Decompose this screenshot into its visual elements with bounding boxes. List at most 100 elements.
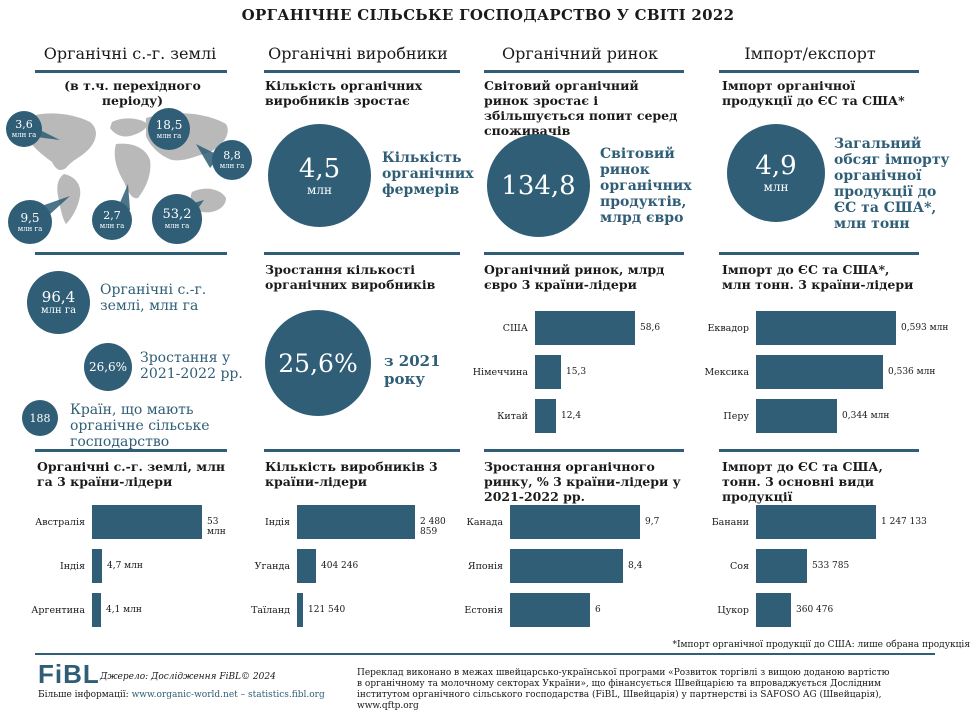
bar-category-label: Естонія bbox=[464, 605, 503, 616]
divider bbox=[719, 252, 919, 255]
producers-growth-circle: 25,6% bbox=[265, 310, 371, 416]
bar-value-label: 58,6 bbox=[640, 323, 661, 333]
bar bbox=[756, 549, 807, 583]
import-section-title: Імпорт органічної продукції до ЄС та США… bbox=[722, 78, 905, 108]
bar-category-label: США bbox=[502, 323, 528, 334]
fibl-logo: FiBL bbox=[38, 659, 100, 689]
divider bbox=[264, 70, 460, 73]
bar-category-label: Еквадор bbox=[707, 323, 749, 334]
bar bbox=[756, 399, 837, 433]
bar-value-label: 53 млн bbox=[207, 517, 226, 537]
bar bbox=[756, 593, 791, 627]
import-countries-chart-title: Імпорт до ЄС та США*, млн тонн. 3 країни… bbox=[722, 262, 914, 292]
market-size-label: Світовий ринок органічних продуктів, млр… bbox=[600, 146, 692, 226]
producers-count-label: Кількість органічних фермерів bbox=[382, 150, 474, 198]
market-leaders-chart: США 58,6 Німеччина 15,3 Китай 12,4 bbox=[443, 306, 703, 441]
market-growth-chart-title: Зростання органічного ринку, % 3 країни-… bbox=[484, 459, 681, 504]
producers-leaders-chart: Індія 2 480 859 Уганда 404 246 Таїланд 121 54… bbox=[205, 500, 465, 635]
bar-category-label: Китай bbox=[497, 411, 528, 422]
more-info-label: Більше інформації: bbox=[38, 690, 129, 700]
bar-value-label: 9,7 bbox=[645, 517, 660, 527]
bar-category-label: Таїланд bbox=[251, 605, 290, 616]
import-products-chart-title: Імпорт до ЄС та США, тонн. 3 основні вид… bbox=[722, 459, 883, 504]
bar bbox=[297, 593, 303, 627]
divider bbox=[35, 449, 227, 452]
producers-count-circle: 4,5 млн bbox=[268, 124, 371, 227]
page-title: ОРГАНІЧНЕ СІЛЬСЬКЕ ГОСПОДАРСТВО У СВІТІ … bbox=[241, 6, 735, 24]
footnote: *Імпорт органічної продукції до США: лиш… bbox=[672, 640, 971, 650]
bar-value-label: 15,3 bbox=[566, 367, 587, 377]
bar-category-label: Соя bbox=[730, 561, 749, 572]
divider bbox=[264, 252, 460, 255]
bar-category-label: Канада bbox=[466, 517, 503, 528]
market-growth-chart: Канада 9,7 Японія 8,4 Естонія 6 bbox=[418, 500, 698, 635]
bar-value-label: 1 247 133 bbox=[881, 517, 927, 527]
bar-category-label: Японія bbox=[467, 561, 503, 572]
footer-translation-note: Переклад виконано в межах швейцарсько-ук… bbox=[357, 668, 890, 711]
divider bbox=[264, 449, 460, 452]
divider bbox=[719, 70, 919, 73]
bar bbox=[510, 593, 590, 627]
bar-category-label: Мексика bbox=[704, 367, 749, 378]
map-south-america bbox=[57, 174, 81, 224]
divider bbox=[719, 449, 919, 452]
bar bbox=[92, 549, 102, 583]
bar-category-label: Австралія bbox=[35, 517, 85, 528]
more-info-links[interactable]: www.organic-world.net – statistics.fibl.… bbox=[131, 690, 325, 700]
bar-category-label: Індія bbox=[265, 517, 290, 528]
map-europe bbox=[110, 118, 148, 137]
bar-category-label: Уганда bbox=[254, 561, 290, 572]
column-header-market: Органічний ринок bbox=[502, 44, 658, 63]
market-section-title: Світовий органічний ринок зростає і збіл… bbox=[484, 78, 678, 138]
bar-value-label: 360 476 bbox=[796, 605, 834, 615]
footer-divider bbox=[35, 653, 935, 655]
bar-value-label: 2 480 859 bbox=[420, 517, 446, 537]
market-size-circle: 134,8 bbox=[487, 134, 590, 237]
map-oceania bbox=[190, 188, 226, 213]
land-chart-title: Органічні с.-г. землі, млн га 3 країни-л… bbox=[37, 459, 226, 489]
bar-value-label: 121 540 bbox=[308, 605, 346, 615]
producers-section-title: Кількість органічних виробників зростає bbox=[265, 78, 423, 108]
map-bubble-oceania: 53,2 млн га bbox=[152, 194, 202, 244]
bar-value-label: 0,593 млн bbox=[901, 323, 949, 333]
map-bubble-latin-america: 9,5 млн га bbox=[8, 200, 52, 244]
bar bbox=[92, 505, 202, 539]
divider bbox=[484, 449, 684, 452]
divider bbox=[484, 252, 684, 255]
market-chart-title: Органічний ринок, млрд євро 3 країни-лід… bbox=[484, 262, 665, 292]
bar-value-label: 8,4 bbox=[628, 561, 643, 571]
footer-more-info: Більше інформації: www.organic-world.net… bbox=[38, 690, 325, 701]
land-total-circle: 96,4 млн га bbox=[27, 271, 90, 334]
producers-chart-title: Кількість виробників 3 країни-лідери bbox=[265, 459, 438, 489]
bar bbox=[535, 355, 561, 389]
map-bubble-asia: 8,8 млн га bbox=[212, 140, 252, 180]
import-countries-chart: Еквадор 0,593 млн Мексика 0,536 млн Перу 0,34… bbox=[664, 306, 954, 441]
map-bubble-north-america: 3,6 млн га bbox=[6, 111, 42, 147]
import-products-chart: Банани 1 247 133 Соя 533 785 Цукор 360 476 bbox=[664, 500, 954, 635]
bar-value-label: 4,1 млн bbox=[106, 605, 142, 615]
bar-category-label: Аргентина bbox=[31, 605, 85, 616]
bar bbox=[297, 549, 316, 583]
footer-source: Джерело: Дослідження FiBL© 2024 bbox=[100, 672, 276, 682]
bar-value-label: 533 785 bbox=[812, 561, 850, 571]
bar-category-label: Індія bbox=[60, 561, 85, 572]
land-subtitle: (в т.ч. перехідного періоду) bbox=[64, 78, 201, 108]
countries-count-circle: 188 bbox=[22, 400, 58, 436]
bar-value-label: 0,344 млн bbox=[842, 411, 890, 421]
bar bbox=[92, 593, 101, 627]
divider bbox=[35, 70, 227, 73]
bar-category-label: Німеччина bbox=[472, 367, 528, 378]
land-total-label: Органічні с.-г. землі, млн га bbox=[100, 282, 207, 314]
bar bbox=[756, 311, 896, 345]
import-total-circle: 4,9 млн bbox=[727, 124, 825, 222]
bar bbox=[510, 549, 623, 583]
bar-value-label: 0,536 млн bbox=[888, 367, 936, 377]
bar bbox=[535, 399, 556, 433]
producers-growth-title: Зростання кількості органічних виробникі… bbox=[265, 262, 436, 292]
divider bbox=[35, 252, 227, 255]
bar bbox=[510, 505, 640, 539]
column-header-land: Органічні с.-г. землі bbox=[43, 44, 217, 63]
bar bbox=[297, 505, 415, 539]
bar-value-label: 6 bbox=[595, 605, 601, 615]
map-africa bbox=[114, 143, 151, 199]
